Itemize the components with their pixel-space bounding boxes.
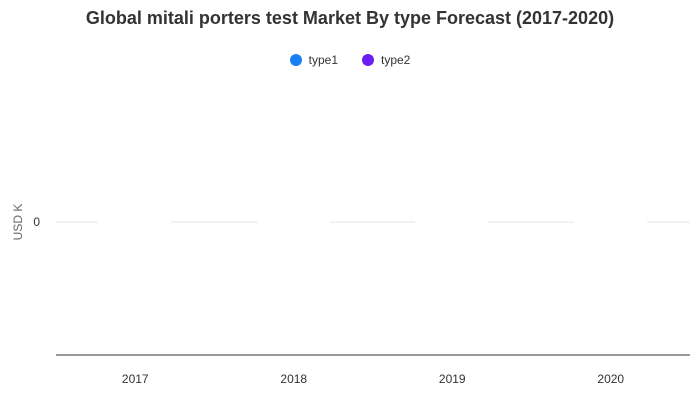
- x-tick-label-2018: 2018: [280, 372, 307, 386]
- legend-swatch-type2: [362, 54, 374, 66]
- legend-item-type1[interactable]: type1: [289, 53, 338, 67]
- chart-title: Global mitali porters test Market By typ…: [85, 8, 615, 28]
- x-tick-label-2017: 2017: [122, 372, 149, 386]
- legend-item-type2[interactable]: type2: [362, 53, 410, 67]
- x-tick-label-2019: 2019: [439, 372, 466, 386]
- y-tick-label: 0: [33, 215, 40, 229]
- legend-label-type2: type2: [381, 53, 411, 67]
- chart-legend: type1 type2: [0, 53, 700, 67]
- legend-swatch-type1: [289, 54, 302, 66]
- legend-label-type1: type1: [308, 53, 338, 67]
- x-tick-label-2020: 2020: [597, 372, 624, 386]
